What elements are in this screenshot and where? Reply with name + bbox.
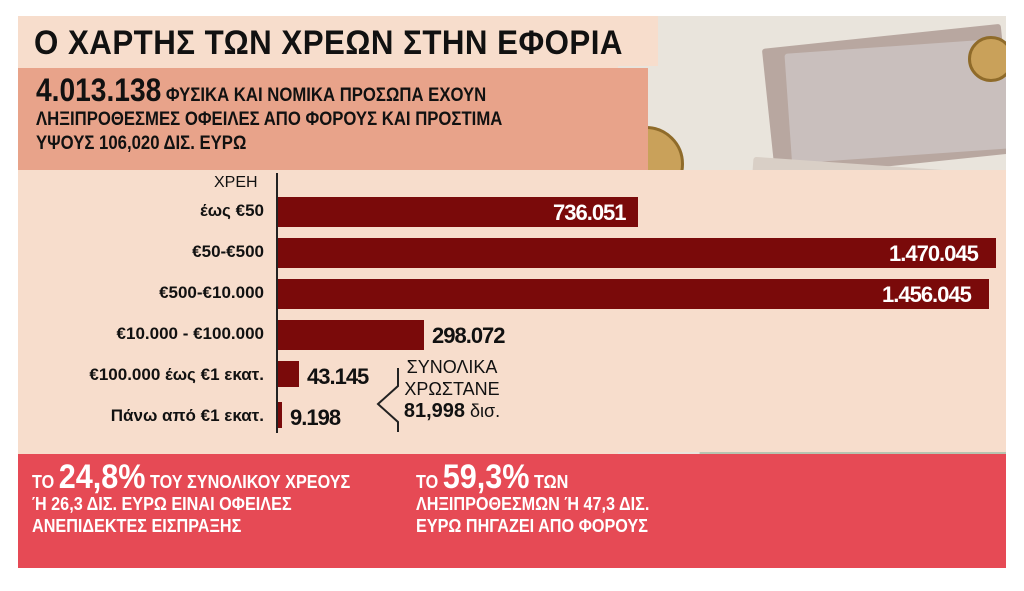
bottom-right-percent: 59,3% [442, 458, 530, 496]
note-line-1: ΣΥΝΟΛΙΚΑ [406, 357, 498, 377]
note-unit: δισ. [470, 401, 501, 421]
value-label: 1.456.045 [882, 282, 972, 307]
bar [278, 279, 989, 309]
bottom-left-percent: 24,8% [58, 458, 146, 496]
bottom-right-post: ΤΩΝ [533, 472, 569, 492]
bottom-right-fact: ΤΟ 59,3% ΤΩΝ ΛΗΞΙΠΡΟΘΕΣΜΩΝ Ή 47,3 ΔΙΣ. Ε… [416, 460, 650, 537]
category-label: €500-€10.000 [159, 283, 264, 302]
subtitle-line-2: ΛΗΞΙΠΡΟΘΕΣΜΕΣ ΟΦΕΙΛΕΣ ΑΠΟ ΦΟΡΟΥΣ ΚΑΙ ΠΡΟ… [36, 109, 503, 130]
bar [278, 361, 299, 387]
bottom-right-pre: ΤΟ [416, 472, 439, 492]
bar [278, 402, 282, 428]
bottom-left-fact: ΤΟ 24,8% ΤΟΥ ΣΥΝΟΛΙΚΟΥ ΧΡΕΟΥΣ Ή 26,3 ΔΙΣ… [32, 460, 351, 537]
title-bar [18, 16, 658, 66]
page-title: Ο ΧΑΡΤΗΣ ΤΩΝ ΧΡΕΩΝ ΣΤΗΝ ΕΦΟΡΙΑ [34, 24, 623, 62]
note-line-2: ΧΡΩΣΤΑΝΕ [404, 379, 500, 399]
category-label: €50-€500 [192, 242, 264, 261]
subtitle-band [18, 68, 648, 170]
bottom-right-line-2: ΛΗΞΙΠΡΟΘΕΣΜΩΝ Ή 47,3 ΔΙΣ. [416, 494, 650, 514]
note-amount: 81,998 [403, 400, 465, 422]
category-label: Πάνω από €1 εκατ. [110, 406, 264, 425]
bar [278, 238, 996, 268]
bottom-left-post: ΤΟΥ ΣΥΝΟΛΙΚΟΥ ΧΡΕΟΥΣ [149, 472, 351, 492]
brace-connector [376, 368, 399, 432]
bottom-left-line-2: Ή 26,3 ΔΙΣ. ΕΥΡΩ ΕΙΝΑΙ ΟΦΕΙΛΕΣ [32, 494, 292, 514]
category-label: €100.000 έως €1 εκατ. [89, 365, 264, 384]
bottom-band [18, 454, 1006, 568]
bottom-right-line-3: ΕΥΡΩ ΠΗΓΑΖΕΙ ΑΠΟ ΦΟΡΟΥΣ [416, 516, 648, 536]
subtitle-number: 4.013.138 [36, 72, 162, 108]
bottom-left-line-3: ΑΝΕΠΙΔΕΚΤΕΣ ΕΙΣΠΡΑΞΗΣ [32, 516, 242, 536]
value-label: 736.051 [553, 200, 627, 225]
value-label: 298.072 [432, 323, 506, 348]
bottom-left-pre: ΤΟ [32, 472, 55, 492]
value-label: 43.145 [307, 364, 369, 389]
coin-icon [968, 36, 1006, 82]
y-axis-line [276, 173, 278, 433]
subtitle-line-3: ΥΨΟΥΣ 106,020 ΔΙΣ. ΕΥΡΩ [36, 133, 247, 154]
bar [278, 320, 424, 350]
value-label: 1.470.045 [889, 241, 979, 266]
subtitle: 4.013.138 ΦΥΣΙΚΑ ΚΑΙ ΝΟΜΙΚΑ ΠΡΟΣΩΠΑ ΕΧΟΥ… [36, 74, 503, 156]
category-label: €10.000 - €100.000 [116, 324, 264, 343]
infographic: Ο ΧΑΡΤΗΣ ΤΩΝ ΧΡΕΩΝ ΣΤΗΝ ΕΦΟΡΙΑ 4.013.138… [18, 16, 1006, 568]
subtitle-line-1: ΦΥΣΙΚΑ ΚΑΙ ΝΟΜΙΚΑ ΠΡΟΣΩΠΑ ΕΧΟΥΝ [165, 85, 487, 106]
category-label: έως €50 [200, 201, 264, 220]
value-label: 9.198 [290, 405, 341, 430]
y-axis-label: ΧΡΕΗ [214, 174, 258, 191]
total-note: ΣΥΝΟΛΙΚΑ ΧΡΩΣΤΑΝΕ 81,998 δισ. [402, 356, 502, 422]
bar [278, 197, 638, 227]
